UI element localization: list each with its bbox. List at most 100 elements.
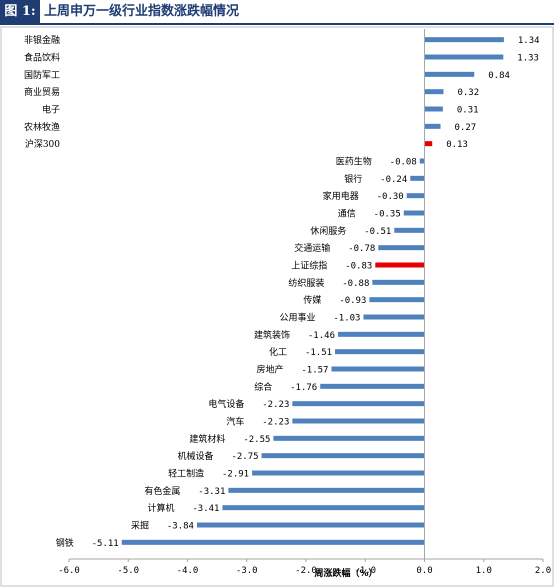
bar: [252, 470, 425, 476]
bar: [424, 54, 504, 60]
category-label: 机械设备: [178, 450, 214, 462]
data-label: 0.84: [488, 71, 510, 81]
x-tick-label: -4.0: [177, 566, 199, 576]
category-label: 轻工制造: [168, 468, 204, 480]
data-label: -2.23: [262, 400, 289, 410]
data-label: -1.46: [308, 331, 335, 341]
figure-title: 上周申万一级行业指数涨跌幅情况: [44, 4, 240, 19]
category-label: 家用电器: [323, 190, 359, 202]
category-label: 纺织服装: [288, 277, 324, 289]
category-label: 医药生物: [336, 156, 372, 168]
data-label: -0.51: [364, 227, 391, 237]
data-label: 0.32: [457, 88, 479, 98]
data-label: -1.51: [305, 348, 332, 358]
bar: [375, 262, 425, 268]
bar: [335, 349, 425, 355]
data-label: -3.41: [192, 504, 219, 514]
bar: [394, 227, 425, 233]
data-label: -0.78: [348, 244, 375, 254]
data-label: -0.08: [390, 158, 417, 168]
chart-frame: [0, 26, 554, 587]
data-label: -1.76: [290, 383, 317, 393]
data-label: -2.91: [222, 470, 249, 480]
category-label: 化工: [269, 346, 287, 358]
bar: [292, 418, 425, 424]
x-tick-label: -6.0: [58, 566, 80, 576]
x-tick-label: 0.0: [416, 566, 432, 576]
data-label: -0.88: [342, 279, 369, 289]
data-label: 1.34: [518, 36, 540, 46]
data-label: -0.24: [380, 175, 407, 185]
data-label: -0.93: [339, 296, 366, 306]
data-label: -2.55: [243, 435, 270, 445]
bar: [410, 175, 425, 181]
data-label: -3.84: [167, 522, 194, 532]
bar: [419, 158, 425, 164]
x-tick-label: -1.0: [354, 566, 376, 576]
data-label: -1.03: [333, 314, 360, 324]
category-label: 沪深300: [25, 138, 60, 150]
bar: [424, 89, 444, 95]
bar: [403, 210, 425, 216]
data-label: -5.11: [92, 539, 119, 549]
category-label: 交通运输: [294, 242, 330, 254]
category-label: 采掘: [131, 520, 149, 532]
bar: [363, 314, 425, 320]
category-label: 计算机: [147, 502, 174, 514]
bar: [337, 331, 425, 337]
bar: [261, 453, 425, 459]
category-label: 非银金融: [24, 34, 60, 46]
bar: [331, 366, 425, 372]
category-label: 农林牧渔: [24, 121, 60, 133]
category-label: 上证综指: [291, 260, 327, 272]
data-label: -2.75: [231, 452, 258, 462]
bar: [222, 505, 425, 511]
data-label: 0.31: [457, 106, 479, 116]
bar: [292, 401, 425, 407]
category-label: 建筑材料: [189, 433, 225, 445]
bar: [121, 539, 425, 545]
data-label: -2.23: [262, 418, 289, 428]
category-label: 银行: [344, 173, 362, 185]
data-label: -3.31: [198, 487, 225, 497]
category-label: 电气设备: [208, 398, 244, 410]
category-label: 汽车: [226, 416, 244, 428]
bar: [406, 193, 425, 199]
bar: [424, 37, 504, 43]
category-label: 国防军工: [24, 69, 60, 81]
category-label: 传媒: [303, 294, 321, 306]
data-label: -1.57: [301, 366, 328, 376]
bar: [320, 383, 425, 389]
data-label: -0.30: [377, 192, 404, 202]
data-label: 0.27: [454, 123, 476, 133]
category-label: 建筑装饰: [254, 329, 290, 341]
figure-header: 图 1: 上周申万一级行业指数涨跌幅情况: [0, 0, 554, 25]
data-label: 1.33: [517, 54, 539, 64]
category-label: 商业贸易: [24, 86, 60, 98]
x-tick-label: 2.0: [535, 566, 551, 576]
category-label: 通信: [338, 208, 356, 220]
x-axis-title: 周涨跌幅（%）: [314, 567, 377, 579]
category-label: 钢铁: [56, 537, 74, 549]
figure-label: 图 1:: [0, 0, 40, 23]
category-label: 休闲服务: [310, 225, 346, 237]
bar: [369, 297, 425, 303]
category-label: 房地产: [256, 364, 283, 376]
bar: [424, 71, 475, 77]
x-tick-label: -3.0: [236, 566, 258, 576]
data-label: 0.13: [446, 140, 468, 150]
x-tick-label: -2.0: [295, 566, 317, 576]
bar: [424, 141, 433, 147]
category-label: 有色金属: [144, 485, 180, 497]
category-label: 综合: [254, 381, 272, 393]
data-label: -0.35: [374, 210, 401, 220]
bar: [372, 279, 425, 285]
category-label: 食品饮料: [24, 52, 60, 64]
bar: [196, 522, 425, 528]
x-tick-label: -5.0: [117, 566, 139, 576]
category-label: 公用事业: [279, 312, 315, 324]
header-rule: [0, 23, 554, 25]
data-label: -0.83: [345, 262, 372, 272]
bar: [228, 487, 425, 493]
